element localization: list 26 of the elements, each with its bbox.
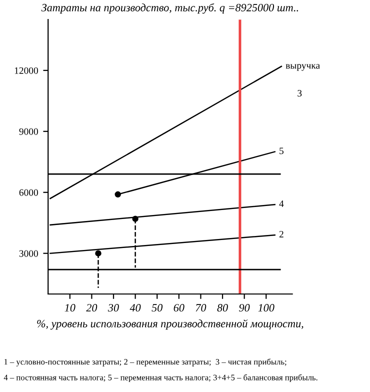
point [95,250,102,256]
text: 3 [298,90,302,97]
series-label: 2 [279,230,284,238]
x-tick-label: 10 [64,304,76,312]
series-label: выручка [286,64,320,71]
chart-title: Затраты на производство, тыс.руб. q =8925000 шт.. [41,3,298,14]
x-tick-label: 100 [258,304,274,312]
x-tick-label: 30 [108,304,119,312]
x-tick-label: 60 [174,304,184,312]
series-label: 4 [279,200,284,207]
x-tick-label: 20 [86,304,98,312]
y-tick-label: 6000 [19,189,38,196]
series-label: 5 [280,148,284,154]
text: 1 – условно-постоянные затраты; 2 – переменные затраты; 3 – чистая прибыль; [4,358,286,366]
x-axis-title: %, уровень использования производственной мощности, [37,319,304,330]
x-tick-label: 50 [152,304,163,312]
x-tick-label: 90 [239,304,250,312]
x-tick-label: 80 [217,304,228,312]
x-tick-label: 70 [196,304,206,312]
point [114,191,121,198]
y-tick-label: 12000 [14,67,38,74]
y-tick-label: 9000 [19,128,38,135]
x-tick-label: 40 [130,304,141,312]
y-tick-label: 3000 [19,250,38,257]
point [132,216,138,222]
text: 4 – постоянная часть налога; 5 – переменная часть налога; 3+4+5 – балансовая прибыль. [4,374,318,382]
